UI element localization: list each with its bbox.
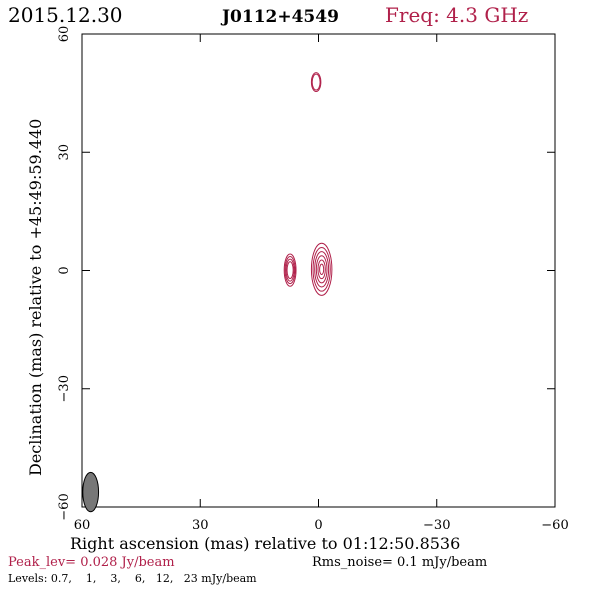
contour-line [285, 258, 295, 282]
contour-line [286, 261, 294, 280]
x-tick-label: −60 [541, 518, 568, 533]
contour-line [312, 246, 331, 292]
plot-frame [81, 33, 556, 508]
contour-line [283, 253, 297, 287]
y-tick-label: 30 [57, 144, 72, 161]
contour-line [311, 73, 321, 91]
x-tick-label: 0 [314, 518, 322, 533]
contour-line [310, 242, 333, 296]
x-tick-label: 60 [74, 518, 91, 533]
contour-line [317, 259, 326, 280]
beam-group [82, 471, 100, 513]
contour-levels: Levels: 0.7, 1, 3, 6, 12, 23 mJy/beam [8, 572, 257, 585]
y-tick-labels: −60 −30 0 30 60 [57, 26, 72, 521]
x-axis-label: Right ascension (mas) relative to 01:12:… [70, 534, 460, 553]
y-tick-label: 0 [57, 266, 72, 274]
contour-group [283, 72, 333, 296]
contour-line [319, 263, 325, 276]
x-tick-label: −30 [423, 518, 450, 533]
frequency-label: Freq: 4.3 GHz [385, 3, 528, 27]
rms-noise: Rms_noise= 0.1 mJy/beam [312, 555, 487, 570]
y-axis-label: Declination (mas) relative to +45:49:59.… [26, 119, 45, 476]
contour-line [315, 255, 328, 284]
beam-ellipse [82, 471, 100, 513]
x-tick-labels: 60 30 0 −30 −60 [74, 518, 569, 533]
contour-line [314, 251, 330, 288]
tick-marks [81, 33, 556, 508]
y-tick-label: 60 [57, 26, 72, 43]
source-name: J0112+4549 [220, 7, 339, 27]
observation-date: 2015.12.30 [8, 3, 123, 27]
y-tick-label: −30 [57, 375, 72, 402]
contour-line [310, 72, 322, 93]
x-tick-label: 30 [192, 518, 209, 533]
contour-line [284, 256, 296, 285]
peak-level: Peak_lev= 0.028 Jy/beam [8, 555, 175, 570]
y-tick-label: −60 [57, 493, 72, 520]
